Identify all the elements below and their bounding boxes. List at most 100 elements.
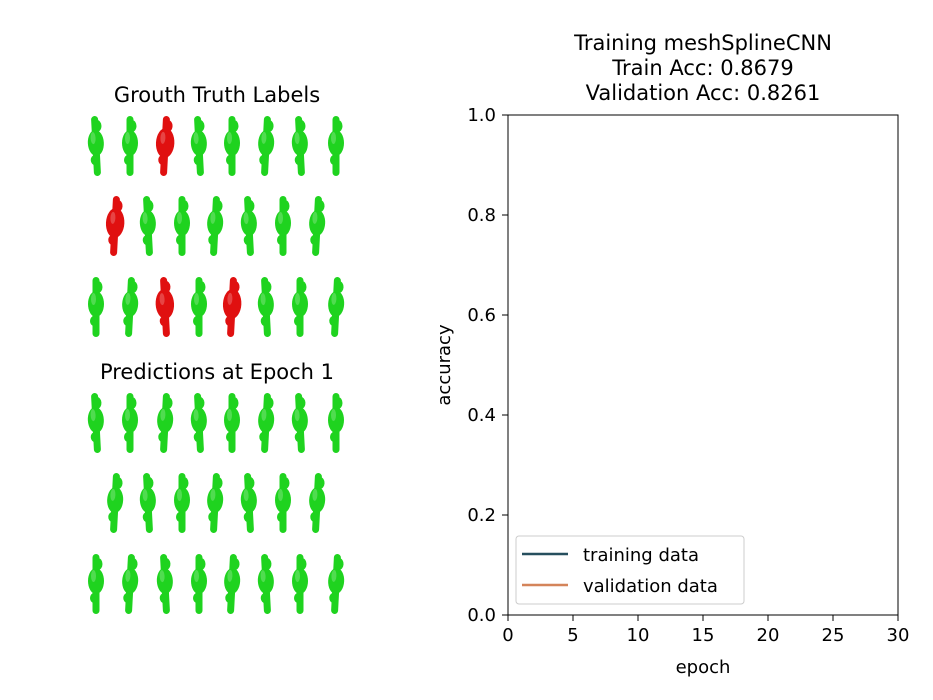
mesh-green — [122, 277, 139, 337]
mesh-knob — [329, 592, 338, 603]
x-axis-label: epoch — [676, 657, 731, 678]
mesh-knob — [193, 593, 201, 603]
mesh-knob — [128, 558, 138, 571]
mesh-green — [224, 116, 240, 176]
mesh-bulb — [275, 487, 291, 513]
mesh-knob — [260, 316, 269, 327]
mesh-knob — [193, 155, 202, 166]
mesh-green — [257, 554, 274, 614]
legend: training data validation data — [515, 535, 745, 605]
mesh-knob — [124, 155, 132, 165]
mesh-highlight — [261, 131, 267, 144]
mesh-green — [156, 554, 173, 614]
mesh-bulb — [107, 487, 124, 513]
mesh-knob — [158, 431, 167, 442]
mesh-knob — [158, 154, 167, 165]
mesh-green — [88, 277, 104, 337]
mesh-highlight — [194, 293, 199, 305]
prediction-meshes — [87, 393, 345, 614]
mesh-knob — [128, 281, 138, 294]
mesh-bulb — [328, 407, 344, 433]
mesh-bulb — [291, 407, 308, 433]
mesh-knob — [127, 397, 137, 409]
mesh-highlight — [331, 132, 336, 144]
mesh-knob — [226, 155, 234, 165]
mesh-knob — [90, 155, 99, 166]
mesh-bulb — [328, 291, 345, 317]
mesh-knob — [294, 593, 302, 603]
mesh-green — [292, 277, 308, 337]
mesh-knob — [113, 477, 123, 490]
mesh-knob — [208, 234, 217, 245]
mesh-highlight — [193, 132, 199, 145]
mesh-knob — [262, 557, 272, 570]
mesh-knob — [108, 234, 117, 245]
mesh-green — [258, 116, 275, 176]
mesh-knob — [225, 592, 234, 603]
mesh-knob — [113, 200, 123, 213]
mesh-green — [292, 554, 308, 614]
y-axis-label: accuracy — [434, 324, 455, 406]
mesh-knob — [93, 558, 103, 570]
mesh-knob — [90, 316, 98, 326]
mesh-green — [328, 554, 345, 614]
mesh-highlight — [193, 409, 199, 422]
mesh-highlight — [278, 212, 283, 224]
mesh-highlight — [194, 570, 199, 582]
mesh-green — [328, 116, 344, 176]
mesh-knob — [229, 397, 239, 409]
mesh-highlight — [91, 570, 96, 582]
mesh-bulb — [292, 291, 308, 317]
mesh-bulb — [257, 291, 274, 317]
mesh-bulb — [309, 487, 326, 513]
mesh-knob — [179, 200, 189, 212]
chart-title-line-1: Training meshSplineCNN — [573, 31, 832, 55]
mesh-bulb — [87, 407, 104, 433]
mesh-green — [174, 196, 190, 256]
mesh-bulb — [122, 568, 139, 594]
mesh-knob — [159, 316, 168, 327]
mesh-knob — [142, 235, 151, 246]
mesh-red — [105, 196, 125, 256]
chart-title-line-3: Validation Acc: 0.8261 — [586, 81, 821, 105]
mesh-green — [258, 393, 275, 453]
mesh-knob — [329, 315, 338, 326]
mesh-green — [87, 116, 104, 176]
mesh-knob — [277, 512, 285, 522]
mesh-knob — [296, 119, 306, 132]
mesh-green — [328, 277, 345, 337]
mesh-knob — [230, 281, 240, 294]
mesh-knob — [294, 432, 303, 443]
mesh-highlight — [294, 409, 300, 422]
mesh-bulb — [139, 210, 156, 236]
x-tick-label: 30 — [887, 625, 910, 646]
mesh-knob — [260, 593, 269, 604]
y-axis-ticks: 0.0 0.2 0.4 0.6 0.8 1.0 — [467, 105, 508, 626]
mesh-knob — [297, 558, 307, 570]
mesh-knob — [213, 200, 223, 213]
mesh-bulb — [155, 128, 175, 158]
mesh-highlight — [160, 408, 166, 421]
mesh-bulb — [191, 291, 207, 317]
mesh-knob — [334, 281, 344, 294]
ground-truth-meshes — [87, 116, 345, 337]
x-tick-label: 25 — [822, 625, 845, 646]
mesh-highlight — [312, 211, 318, 224]
mesh-highlight — [312, 488, 318, 501]
mesh-knob — [123, 592, 132, 603]
mesh-highlight — [125, 132, 130, 144]
mesh-highlight — [227, 569, 233, 582]
mesh-green — [139, 196, 156, 256]
mesh-knob — [196, 558, 206, 570]
mesh-knob — [229, 120, 239, 132]
mesh-knob — [280, 477, 290, 489]
mesh-highlight — [260, 570, 266, 583]
x-tick-label: 20 — [757, 625, 780, 646]
mesh-bulb — [328, 568, 345, 594]
mesh-knob — [334, 558, 344, 571]
mesh-bulb — [291, 130, 308, 156]
x-tick-label: 10 — [627, 625, 650, 646]
mesh-bulb — [155, 289, 175, 319]
mesh-green — [157, 393, 174, 453]
